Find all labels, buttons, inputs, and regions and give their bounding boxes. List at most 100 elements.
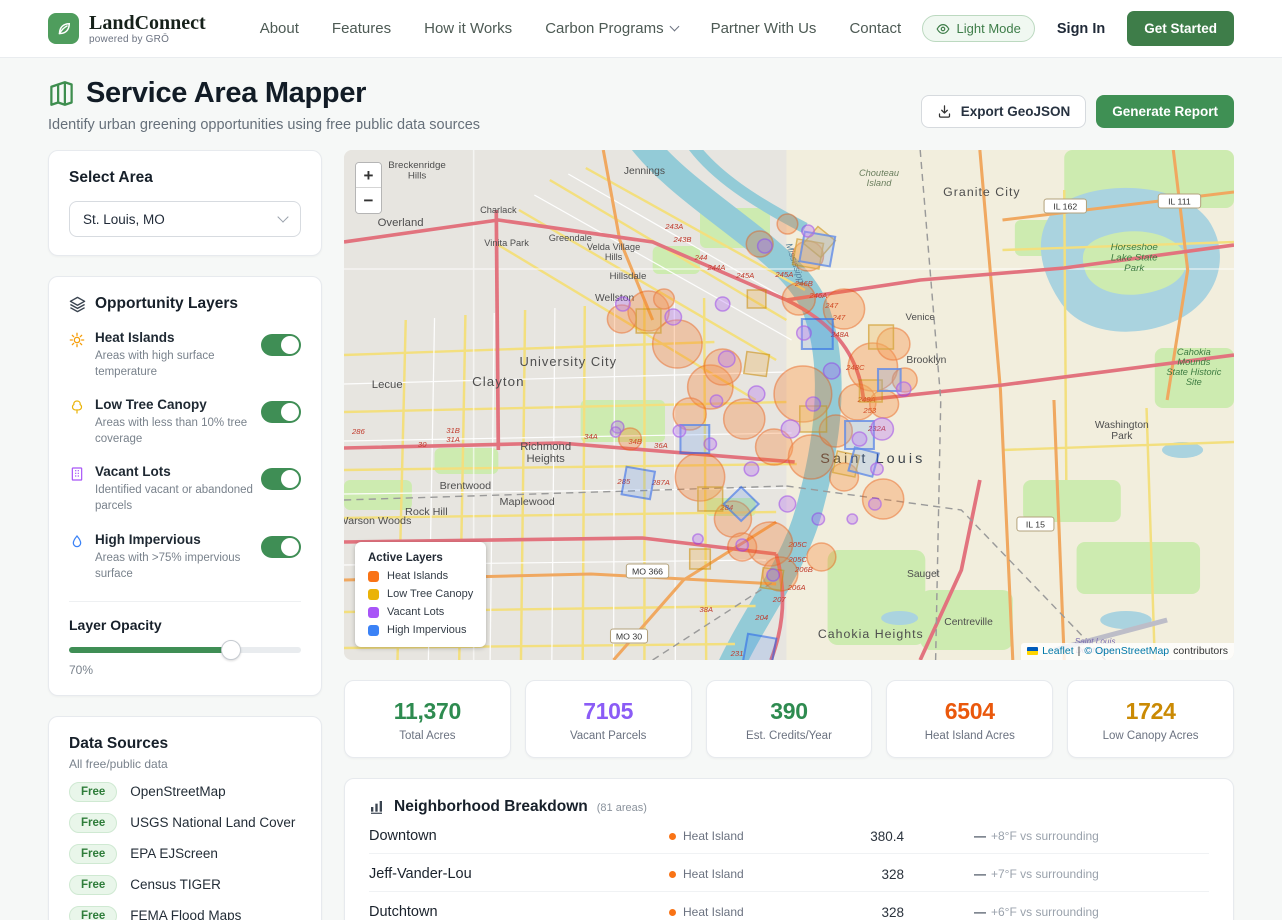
- zoom-in-button[interactable]: +: [356, 163, 381, 188]
- map-icon: [48, 80, 75, 107]
- droplet-icon: [69, 534, 86, 582]
- tree-icon: [69, 399, 86, 447]
- svg-text:38A: 38A: [699, 605, 713, 614]
- sign-in-link[interactable]: Sign In: [1057, 21, 1105, 37]
- svg-text:Granite City: Granite City: [943, 185, 1020, 199]
- breakdown-row-jeff-vander-lou[interactable]: Jeff-Vander-LouHeat Island328—+7°F vs su…: [369, 856, 1209, 892]
- svg-text:Brooklyn: Brooklyn: [906, 355, 946, 366]
- nav-item-features[interactable]: Features: [332, 20, 391, 37]
- neighborhood-name: Downtown: [369, 828, 669, 844]
- svg-text:Hillsdale: Hillsdale: [610, 271, 647, 282]
- svg-text:IL 162: IL 162: [1053, 202, 1077, 212]
- stat-label: Heat Island Acres: [891, 730, 1048, 742]
- dash-icon: —: [974, 867, 986, 881]
- free-badge: Free: [69, 906, 117, 920]
- nav-item-carbon-programs[interactable]: Carbon Programs: [545, 20, 677, 37]
- layer-item-low-tree-canopy: Low Tree Canopy Areas with less than 10% …: [69, 397, 301, 447]
- layer-item-high-impervious: High ImperviousAreas with >75% imperviou…: [69, 532, 301, 582]
- svg-text:243B: 243B: [672, 235, 691, 244]
- svg-text:Lecue: Lecue: [372, 379, 403, 391]
- breakdown-count: (81 areas): [597, 802, 647, 814]
- header: LandConnect powered by GRŌ About Features…: [0, 0, 1282, 58]
- svg-text:30: 30: [418, 440, 427, 449]
- low-tree-canopy-toggle[interactable]: [261, 401, 301, 423]
- leaflet-link[interactable]: Leaflet: [1042, 645, 1074, 657]
- acre-value: 328: [841, 867, 904, 882]
- map-legend: Active Layers Heat Islands Low Tree Canop…: [355, 542, 486, 647]
- legend-swatch: [368, 607, 379, 618]
- svg-text:MO 30: MO 30: [616, 632, 642, 642]
- legend-swatch: [368, 571, 379, 582]
- nav-item-partner-with-us[interactable]: Partner With Us: [711, 20, 817, 37]
- free-badge: Free: [69, 844, 117, 864]
- nav-item-about[interactable]: About: [260, 20, 299, 37]
- leaf-logo-icon: [48, 13, 79, 44]
- generate-report-button[interactable]: Generate Report: [1096, 95, 1234, 128]
- export-geojson-button[interactable]: Export GeoJSON: [921, 95, 1087, 128]
- heat-islands-toggle[interactable]: [261, 334, 301, 356]
- nav-item-how-it-works[interactable]: How it Works: [424, 20, 512, 37]
- svg-text:207: 207: [772, 595, 787, 604]
- neighborhood-name: Dutchtown: [369, 904, 669, 920]
- stat-value: 390: [711, 698, 868, 725]
- stat-label: Low Canopy Acres: [1072, 730, 1229, 742]
- nav-item-contact[interactable]: Contact: [849, 20, 901, 37]
- stat-label: Vacant Parcels: [530, 730, 687, 742]
- sun-icon: [69, 332, 86, 380]
- legend-item-low-tree-canopy: Low Tree Canopy: [368, 588, 473, 600]
- layer-description: Identified vacant or abandoned parcels: [95, 482, 253, 514]
- stat-value: 11,370: [349, 698, 506, 725]
- data-source-openstreetmap: FreeOpenStreetMap: [69, 782, 301, 802]
- legend-item-vacant-lots: Vacant Lots: [368, 606, 473, 618]
- vacant-lots-toggle[interactable]: [261, 468, 301, 490]
- layer-description: Areas with less than 10% tree coverage: [95, 415, 253, 447]
- svg-text:286: 286: [351, 427, 366, 436]
- layer-name: Low Tree Canopy: [95, 397, 253, 412]
- breakdown-title: Neighborhood Breakdown: [394, 798, 588, 816]
- breakdown-row-dutchtown[interactable]: DutchtownHeat Island328—+6°F vs surround…: [369, 894, 1209, 920]
- opacity-slider[interactable]: [69, 647, 301, 653]
- svg-text:Maplewood: Maplewood: [500, 496, 555, 508]
- svg-text:34A: 34A: [584, 432, 598, 441]
- zoom-out-button[interactable]: −: [356, 188, 381, 213]
- temperature-note: —+6°F vs surrounding: [974, 905, 1099, 919]
- brand-name: LandConnect: [89, 13, 206, 34]
- svg-text:University City: University City: [520, 355, 618, 369]
- layer-item-heat-islands: Heat IslandsAreas with high surface temp…: [69, 330, 301, 380]
- high-impervious-toggle[interactable]: [261, 536, 301, 558]
- brand[interactable]: LandConnect powered by GRŌ: [48, 13, 206, 45]
- legend-title: Active Layers: [368, 552, 473, 564]
- stats-row: 11,370 Total Acres 7105 Vacant Parcels 390Es…: [344, 680, 1234, 758]
- map[interactable]: MO 366MO 30IL 162IL 111IL 15 243A243B244…: [344, 150, 1234, 660]
- svg-text:Charlack: Charlack: [480, 205, 517, 215]
- osm-link[interactable]: © OpenStreetMap: [1084, 645, 1169, 657]
- light-mode-toggle[interactable]: Light Mode: [922, 15, 1035, 42]
- page-title: Service Area Mapper: [48, 77, 480, 110]
- stat-card-est-credits-year: 390Est. Credits/Year: [706, 680, 873, 758]
- stat-value: 7105: [530, 698, 687, 725]
- area-select[interactable]: St. Louis, MO: [69, 201, 301, 237]
- legend-swatch: [368, 625, 379, 636]
- data-source-usgs-national-land-cover: FreeUSGS National Land Cover: [69, 813, 301, 833]
- stat-label: Total Acres: [349, 730, 506, 742]
- svg-text:Warson Woods: Warson Woods: [344, 515, 411, 527]
- breakdown-row-downtown[interactable]: DowntownHeat Island380.4—+8°F vs surroun…: [369, 818, 1209, 854]
- legend-item-heat-islands: Heat Islands: [368, 570, 473, 582]
- select-area-title: Select Area: [69, 169, 301, 187]
- opacity-value: 70%: [69, 663, 301, 677]
- acre-value: 328: [841, 905, 904, 920]
- acre-value: 380.4: [841, 829, 904, 844]
- eye-icon: [936, 22, 950, 36]
- svg-text:Cahokia Heights: Cahokia Heights: [818, 627, 924, 641]
- stat-card-low-canopy-acres: 1724Low Canopy Acres: [1067, 680, 1234, 758]
- stat-value: 6504: [891, 698, 1048, 725]
- page-subtitle: Identify urban greening opportunities us…: [48, 117, 480, 133]
- chevron-down-icon: [277, 211, 288, 222]
- sidebar: Select Area St. Louis, MO Opportunity La…: [48, 150, 322, 920]
- opacity-slider-knob[interactable]: [221, 640, 241, 660]
- svg-text:31B: 31B: [446, 426, 460, 435]
- svg-text:Clayton: Clayton: [472, 374, 524, 389]
- neighborhood-breakdown-panel: Neighborhood Breakdown (81 areas) Downto…: [344, 778, 1234, 920]
- get-started-button[interactable]: Get Started: [1127, 11, 1234, 46]
- data-sources-subtitle: All free/public data: [69, 757, 301, 771]
